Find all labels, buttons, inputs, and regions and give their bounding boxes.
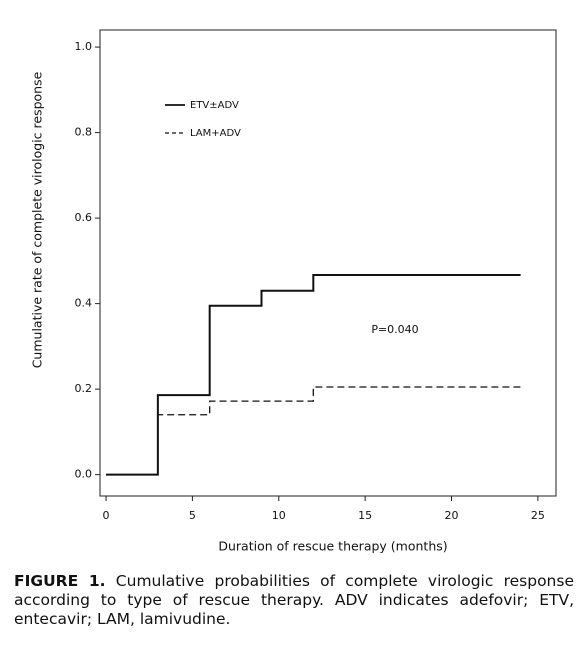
- y-tick-label: 0.2: [75, 382, 93, 395]
- legend-label: ETV±ADV: [190, 100, 239, 111]
- x-tick-label: 10: [272, 509, 286, 522]
- y-tick-label: 0.0: [75, 468, 93, 481]
- x-axis-label: Duration of rescue therapy (months): [218, 539, 447, 554]
- y-axis-label: Cumulative rate of complete virologic re…: [30, 71, 45, 368]
- step-line: [106, 273, 521, 476]
- x-tick-label: 25: [531, 509, 545, 522]
- legend-label: LAM+ADV: [190, 128, 241, 139]
- annotation: P=0.040: [371, 323, 418, 336]
- y-tick-label: 0.8: [75, 126, 93, 139]
- chart: Cumulative rate of complete virologic re…: [30, 29, 557, 554]
- step-line: [106, 386, 522, 476]
- x-tick-label: 15: [358, 509, 372, 522]
- x-tick-label: 5: [189, 509, 196, 522]
- x-tick-label: 20: [445, 509, 459, 522]
- x-tick-label: 0: [103, 509, 110, 522]
- caption: FIGURE 1. Cumulative probabilities of co…: [14, 572, 574, 629]
- caption-text: Cumulative probabilities of complete vir…: [14, 572, 574, 628]
- plot-frame: [99, 29, 557, 497]
- y-tick-label: 0.6: [75, 211, 93, 224]
- y-tick-label: 0.4: [75, 297, 93, 310]
- caption-label: FIGURE 1.: [14, 572, 106, 590]
- y-tick-label: 1.0: [75, 40, 93, 53]
